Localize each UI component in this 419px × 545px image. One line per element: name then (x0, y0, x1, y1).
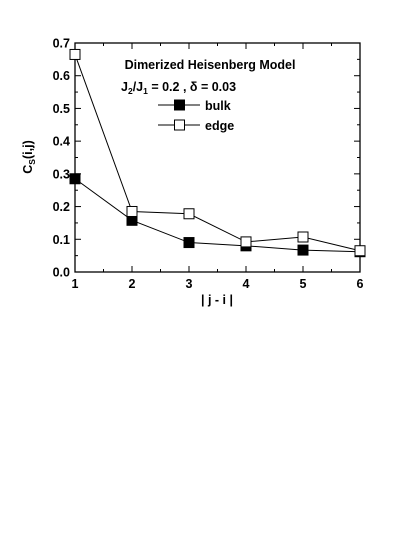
y-tick-label: 0.1 (53, 233, 70, 247)
data-point-edge (126, 205, 138, 217)
axis-ticks (74, 42, 361, 273)
series-lines (74, 54, 361, 253)
j1-subscript: 1 (143, 86, 148, 96)
series-line-bulk (74, 178, 361, 253)
legend: bulk edge (158, 99, 234, 133)
data-point-edge (69, 48, 81, 60)
y-axis-label: CS(i,j) (21, 140, 37, 173)
x-tick-label: 5 (300, 277, 307, 291)
series-markers (69, 48, 366, 258)
data-point-edge (240, 236, 252, 248)
y-tick-labels: 0.0 0.1 0.2 0.3 0.4 0.5 0.6 0.7 (53, 37, 70, 280)
j-symbol: J (121, 80, 128, 94)
y-tick-label: 0.7 (53, 37, 70, 51)
x-tick-labels: 1 2 3 4 5 6 (72, 277, 364, 291)
x-tick-label: 6 (357, 277, 364, 291)
coupling-value: = 0.2 , (148, 80, 190, 94)
y-tick-label: 0.4 (53, 135, 70, 149)
y-label-subscript: S (27, 159, 37, 165)
data-point-edge (183, 208, 195, 220)
parameters-label: J2/J1 = 0.2 , δ = 0.03 (121, 80, 236, 96)
y-label-rest: (i,j) (21, 140, 35, 159)
j-symbol-2: J (136, 80, 143, 94)
chart-title: Dimerized Heisenberg Model (125, 58, 296, 72)
y-tick-label: 0.6 (53, 69, 70, 83)
legend-marker-bulk (174, 99, 185, 111)
data-point-bulk (183, 237, 195, 249)
x-tick-label: 1 (72, 277, 79, 291)
data-point-edge (297, 231, 309, 243)
x-tick-label: 3 (186, 277, 193, 291)
legend-label-bulk: bulk (205, 99, 231, 113)
ratio-slash: / (133, 80, 137, 94)
plot-frame (74, 42, 361, 273)
y-tick-label: 0.0 (53, 266, 70, 280)
y-tick-label: 0.2 (53, 200, 70, 214)
delta-value: δ = 0.03 (190, 80, 236, 94)
y-label-main: C (21, 165, 35, 174)
j2-subscript: 2 (128, 86, 133, 96)
x-tick-label: 2 (129, 277, 136, 291)
y-tick-label: 0.3 (53, 167, 70, 181)
y-tick-label: 0.5 (53, 102, 70, 116)
series-line-edge (74, 54, 361, 252)
legend-marker-edge (174, 119, 185, 131)
x-tick-label: 4 (243, 277, 250, 291)
data-point-bulk (297, 244, 309, 256)
data-point-bulk (69, 173, 81, 185)
legend-label-edge: edge (205, 119, 234, 133)
data-point-edge (354, 245, 366, 257)
x-axis-label: | j - i | (201, 293, 233, 307)
